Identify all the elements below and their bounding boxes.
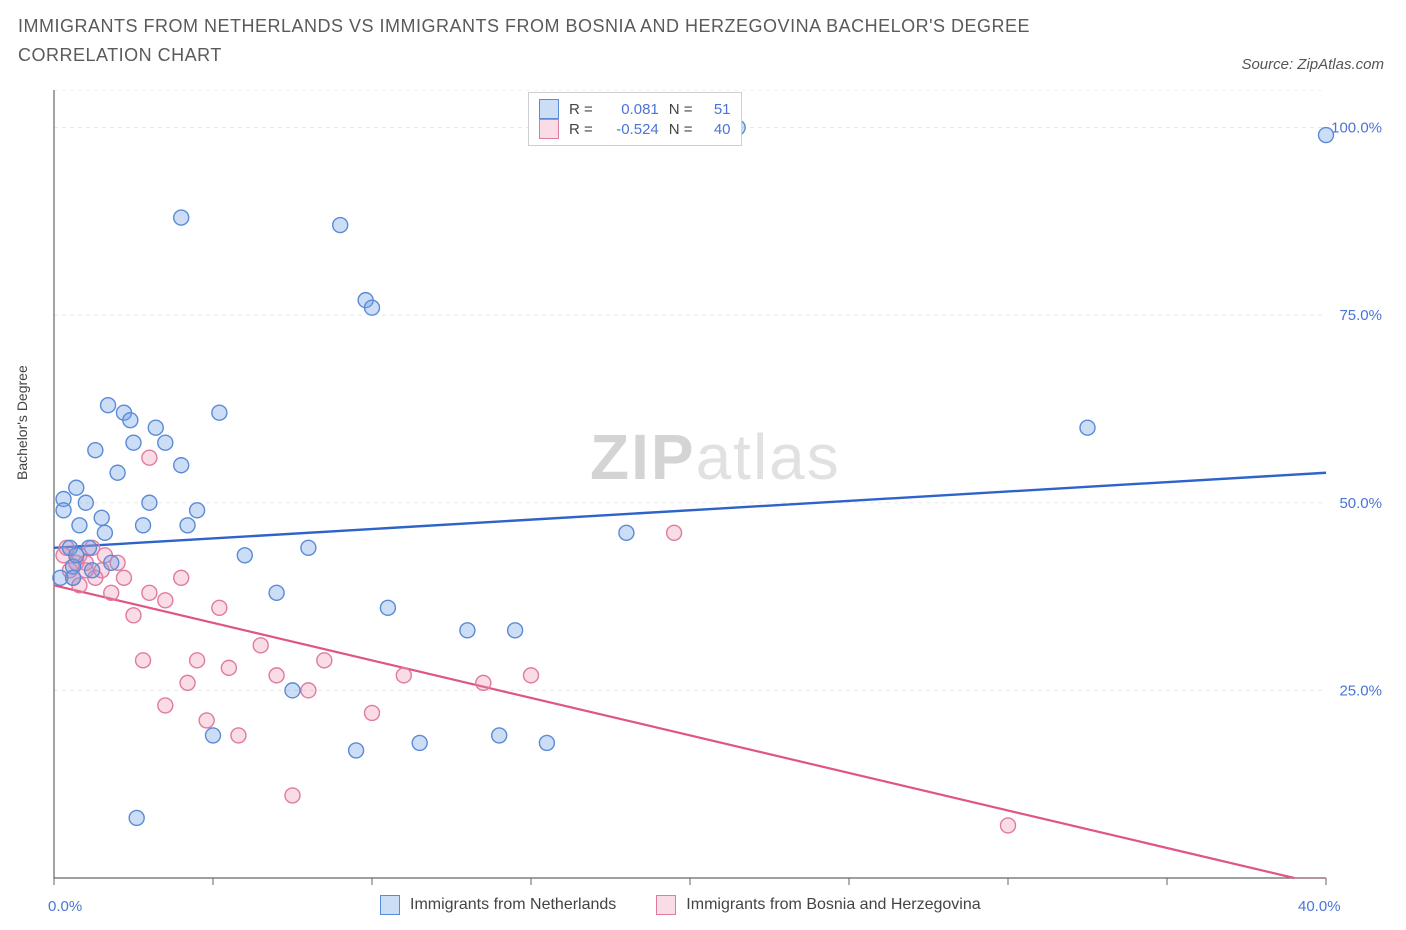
- chart-title: IMMIGRANTS FROM NETHERLANDS VS IMMIGRANT…: [18, 12, 1118, 70]
- scatter-chart: 25.0%50.0%75.0%100.0% ZIPatlas R =0.081N…: [50, 90, 1388, 890]
- legend-n-label: N =: [669, 101, 693, 118]
- legend-series-name: Immigrants from Bosnia and Herzegovina: [686, 896, 980, 914]
- legend-item: Immigrants from Netherlands: [380, 895, 616, 915]
- legend-item: Immigrants from Bosnia and Herzegovina: [656, 895, 980, 915]
- correlation-legend: R = 0.081 N = 51 R = -0.524 N = 40: [528, 92, 742, 146]
- x-tick-label: 40.0%: [1298, 898, 1341, 915]
- x-tick-label: 0.0%: [48, 898, 82, 915]
- chart-svg: 25.0% 50.0% 75.0% 100.0%: [50, 90, 1388, 890]
- legend-swatch: [656, 895, 676, 915]
- legend-swatch: [380, 895, 400, 915]
- y-axis-label: Bachelor's Degree: [14, 365, 30, 480]
- legend-r-value: 0.081: [603, 101, 659, 118]
- legend-row: R = -0.524 N = 40: [539, 119, 731, 139]
- legend-r-label: R =: [569, 121, 593, 138]
- y-tick-label: 75.0%: [1339, 307, 1382, 324]
- legend-series-name: Immigrants from Netherlands: [410, 896, 616, 914]
- legend-r-label: R =: [569, 101, 593, 118]
- legend-n-label: N =: [669, 121, 693, 138]
- y-tick-label: 25.0%: [1339, 682, 1382, 699]
- legend-n-value: 40: [703, 121, 731, 138]
- series-legend: Immigrants from Netherlands Immigrants fr…: [380, 895, 981, 915]
- y-tick-label: 100.0%: [1331, 120, 1382, 137]
- legend-swatch: [539, 99, 559, 119]
- legend-swatch: [539, 119, 559, 139]
- source-attribution: Source: ZipAtlas.com: [1241, 56, 1384, 73]
- y-tick-label: 50.0%: [1339, 495, 1382, 512]
- legend-r-value: -0.524: [603, 121, 659, 138]
- legend-row: R = 0.081 N = 51: [539, 99, 731, 119]
- legend-n-value: 51: [703, 101, 731, 118]
